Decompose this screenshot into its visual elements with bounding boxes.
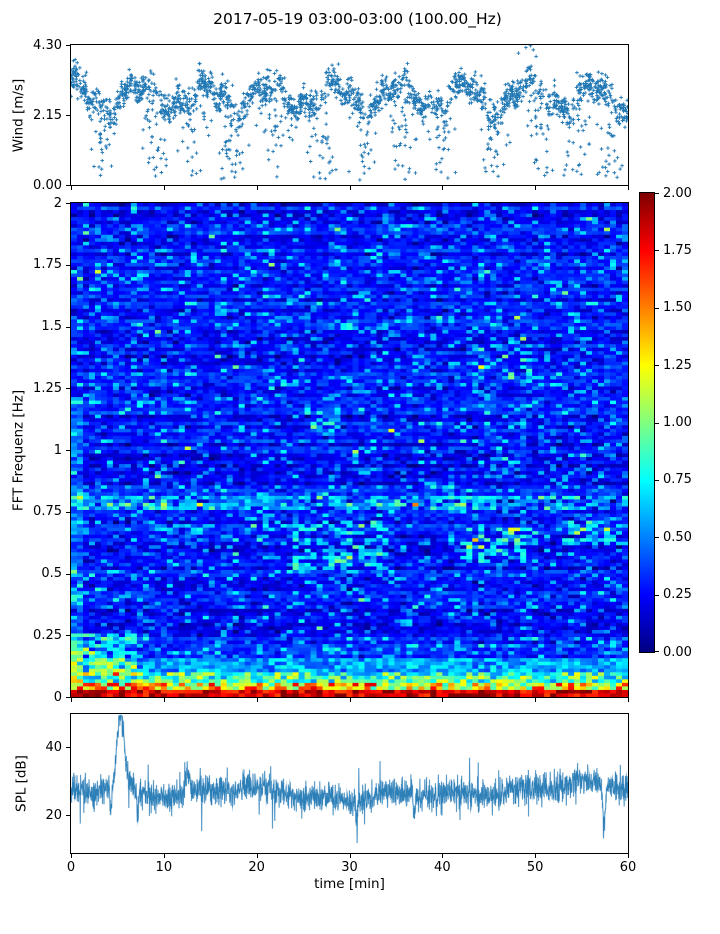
tick-mark <box>442 186 444 190</box>
colorbar <box>639 192 655 653</box>
tick-label: 2.15 <box>33 107 62 123</box>
tick-label: 0 <box>66 860 76 875</box>
tick-mark <box>66 264 70 266</box>
tick-label: 10 <box>155 860 173 875</box>
tick-mark <box>349 698 351 702</box>
tick-mark <box>66 573 70 575</box>
tick-label: 1.75 <box>33 257 62 273</box>
tick-mark <box>655 479 659 481</box>
tick-mark <box>66 450 70 451</box>
tick-mark <box>71 186 72 190</box>
tick-label: 2.00 <box>663 185 692 201</box>
tick-mark <box>66 635 70 637</box>
tick-mark <box>535 854 537 858</box>
tick-label: 1.00 <box>663 415 692 430</box>
tick-mark <box>349 186 351 190</box>
figure-title: 2017-05-19 03:00-03:00 (100.00_Hz) <box>213 10 502 28</box>
tick-label: 20 <box>45 807 62 823</box>
spl-line-canvas <box>71 714 628 853</box>
tick-label: 0.00 <box>33 177 62 193</box>
tick-label: 0.75 <box>663 472 692 488</box>
tick-label: 0.25 <box>33 627 62 643</box>
tick-label: 1.25 <box>33 380 62 396</box>
tick-mark <box>66 388 70 390</box>
spectrogram-canvas <box>71 203 628 697</box>
tick-label: 0.5 <box>41 566 62 581</box>
tick-label: 40 <box>45 739 62 755</box>
tick-label: 1 <box>53 442 62 458</box>
tick-mark <box>66 697 70 698</box>
tick-label: 1.50 <box>663 300 692 316</box>
tick-mark <box>71 854 72 858</box>
tick-mark <box>66 115 70 116</box>
tick-mark <box>66 815 70 817</box>
time-axis-label: time [min] <box>314 876 385 892</box>
tick-mark <box>66 203 70 204</box>
tick-label: 2 <box>53 195 62 211</box>
tick-label: 0.50 <box>663 529 692 545</box>
tick-label: 20 <box>248 860 265 875</box>
tick-mark <box>163 186 165 190</box>
figure-canvas: 2017-05-19 03:00-03:00 (100.00_Hz) Wind … <box>11 10 692 892</box>
tick-mark <box>66 511 70 513</box>
spl-line-plot <box>70 713 629 854</box>
tick-label: 30 <box>341 860 358 875</box>
spl-axis-label: SPL [dB] <box>13 755 30 812</box>
tick-mark <box>655 594 659 596</box>
tick-mark <box>442 698 444 702</box>
tick-mark <box>628 186 629 190</box>
spectrogram-plot <box>70 202 629 698</box>
tick-mark <box>655 193 659 194</box>
tick-mark <box>628 698 629 702</box>
colorbar-canvas <box>640 193 654 652</box>
tick-mark <box>349 854 351 858</box>
tick-mark <box>628 854 629 858</box>
tick-label: 4.30 <box>33 37 62 53</box>
tick-label: 40 <box>434 860 451 875</box>
tick-label: 1.5 <box>41 319 62 334</box>
tick-mark <box>655 307 659 309</box>
tick-label: 1.25 <box>663 357 692 373</box>
tick-mark <box>535 698 537 702</box>
tick-mark <box>66 747 70 749</box>
tick-label: 50 <box>526 860 544 875</box>
tick-mark <box>71 698 72 702</box>
tick-mark <box>66 45 70 46</box>
tick-mark <box>66 185 70 186</box>
tick-mark <box>655 422 659 424</box>
tick-mark <box>256 186 258 190</box>
tick-mark <box>256 698 258 702</box>
tick-label: 0.25 <box>663 587 692 603</box>
tick-mark <box>655 250 659 252</box>
tick-mark <box>442 854 444 858</box>
tick-mark <box>66 326 70 328</box>
tick-label: 0 <box>53 689 62 705</box>
tick-label: 0.00 <box>663 644 692 660</box>
tick-mark <box>535 186 537 190</box>
tick-mark <box>163 698 165 702</box>
tick-mark <box>655 651 659 652</box>
tick-mark <box>655 365 659 367</box>
tick-mark <box>655 537 659 539</box>
tick-mark <box>256 854 258 858</box>
tick-label: 60 <box>619 860 637 875</box>
tick-label: 0.75 <box>33 504 62 520</box>
tick-label: 1.75 <box>663 242 692 258</box>
wind-scatter-plot <box>70 44 629 186</box>
tick-mark <box>163 854 165 858</box>
wind-scatter-canvas <box>71 45 628 185</box>
